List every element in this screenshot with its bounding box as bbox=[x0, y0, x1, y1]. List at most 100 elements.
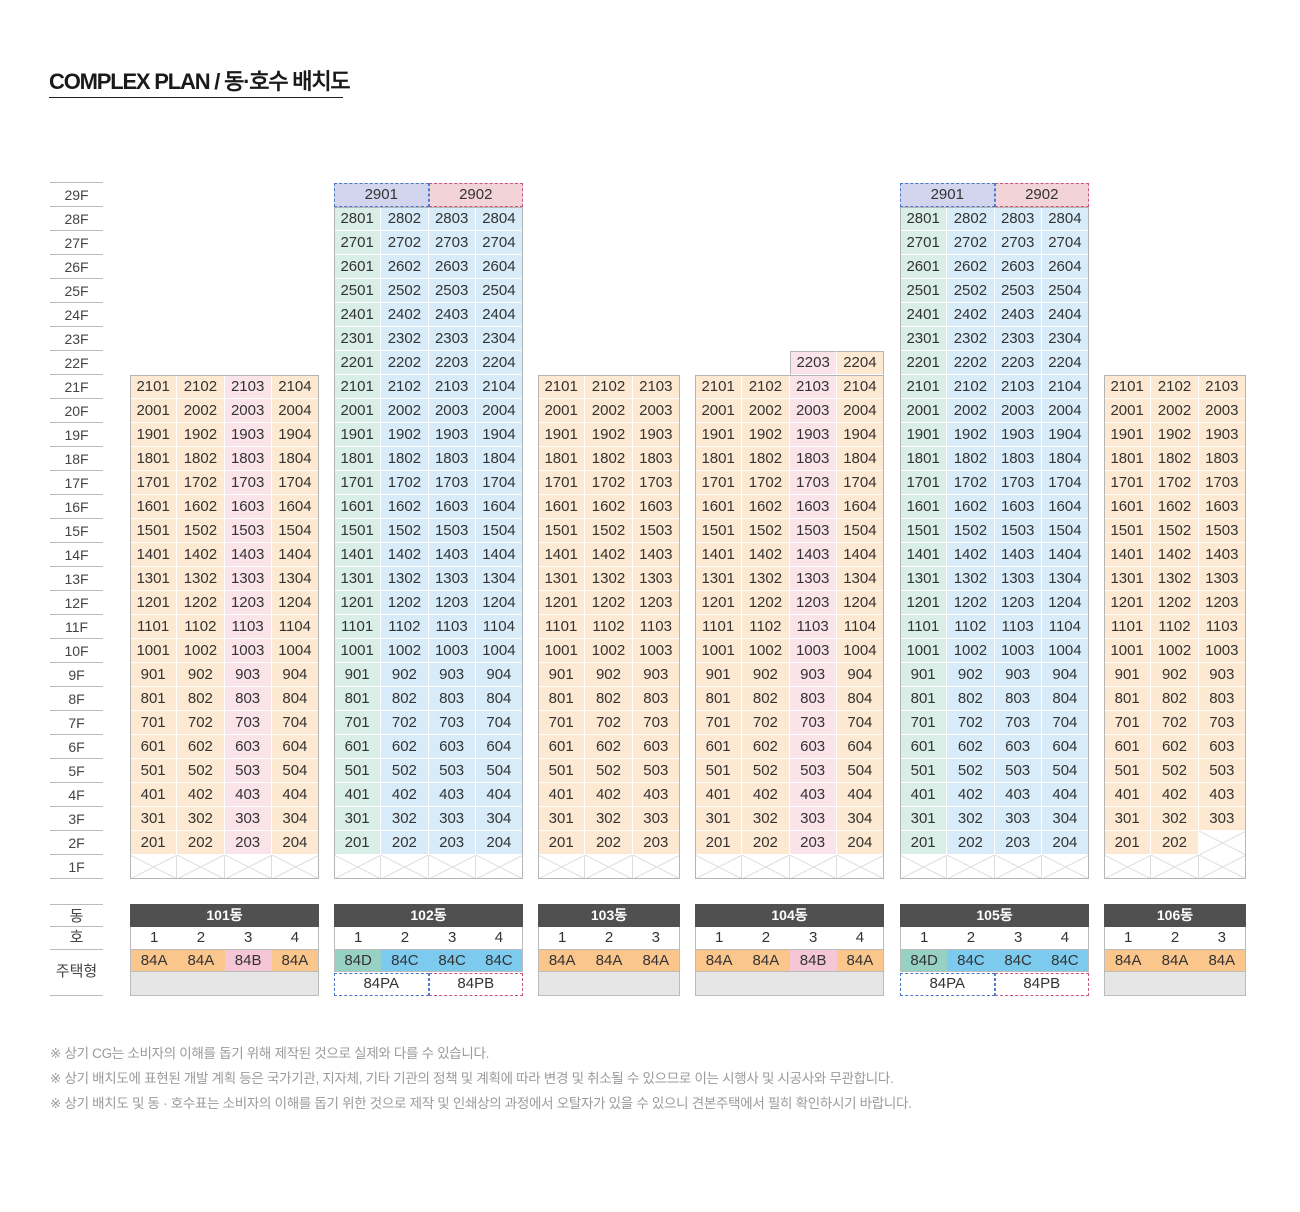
unit-cell[interactable]: 1604 bbox=[475, 495, 523, 519]
unit-cell[interactable]: 1203 bbox=[1198, 591, 1246, 615]
unit-cell[interactable]: 1002 bbox=[177, 639, 225, 663]
unit-cell[interactable]: 2503 bbox=[994, 279, 1042, 303]
unit-cell[interactable]: 1903 bbox=[632, 423, 680, 447]
unit-cell[interactable]: 2303 bbox=[994, 327, 1042, 351]
unit-cell[interactable]: 304 bbox=[836, 807, 884, 831]
unit-cell[interactable]: 1904 bbox=[1041, 423, 1089, 447]
unit-cell[interactable]: 2103 bbox=[1198, 375, 1246, 399]
penthouse-unit[interactable]: 2902 bbox=[428, 183, 523, 207]
unit-cell[interactable]: 903 bbox=[1198, 663, 1246, 687]
unit-cell[interactable]: 1301 bbox=[1104, 567, 1152, 591]
unit-cell[interactable]: 704 bbox=[836, 711, 884, 735]
unit-cell[interactable]: 2801 bbox=[334, 207, 382, 231]
unit-cell[interactable]: 1401 bbox=[334, 543, 382, 567]
unit-cell[interactable]: 1703 bbox=[1198, 471, 1246, 495]
unit-cell[interactable]: 1301 bbox=[900, 567, 948, 591]
unit-cell[interactable]: 1503 bbox=[994, 519, 1042, 543]
unit-cell[interactable]: 502 bbox=[1151, 759, 1199, 783]
unit-cell[interactable]: 1601 bbox=[1104, 495, 1152, 519]
unit-cell[interactable]: 1001 bbox=[1104, 639, 1152, 663]
unit-cell[interactable]: 1704 bbox=[475, 471, 523, 495]
unit-cell[interactable]: 601 bbox=[695, 735, 743, 759]
unit-cell[interactable]: 704 bbox=[475, 711, 523, 735]
unit-cell[interactable]: 2803 bbox=[994, 207, 1042, 231]
unit-cell[interactable]: 701 bbox=[1104, 711, 1152, 735]
unit-cell[interactable]: 1701 bbox=[695, 471, 743, 495]
unit-cell[interactable]: 1202 bbox=[177, 591, 225, 615]
unit-cell[interactable]: 2602 bbox=[381, 255, 429, 279]
unit-cell[interactable]: 1504 bbox=[475, 519, 523, 543]
unit-cell[interactable]: 2104 bbox=[475, 375, 523, 399]
unit-cell[interactable]: 903 bbox=[632, 663, 680, 687]
unit-cell[interactable]: 204 bbox=[1041, 831, 1089, 855]
unit-cell[interactable]: 1302 bbox=[1151, 567, 1199, 591]
unit-cell[interactable]: 2804 bbox=[1041, 207, 1089, 231]
unit-cell[interactable]: 2002 bbox=[947, 399, 995, 423]
unit-cell[interactable]: 1904 bbox=[836, 423, 884, 447]
unit-cell[interactable]: 403 bbox=[428, 783, 476, 807]
unit-cell[interactable]: 702 bbox=[742, 711, 790, 735]
unit-cell[interactable]: 503 bbox=[632, 759, 680, 783]
unit-cell[interactable]: 1104 bbox=[836, 615, 884, 639]
unit-cell[interactable]: 1903 bbox=[428, 423, 476, 447]
unit-cell[interactable]: 702 bbox=[1151, 711, 1199, 735]
unit-cell[interactable]: 1102 bbox=[742, 615, 790, 639]
unit-cell[interactable]: 1401 bbox=[900, 543, 948, 567]
unit-cell[interactable]: 404 bbox=[836, 783, 884, 807]
unit-cell[interactable]: 703 bbox=[994, 711, 1042, 735]
unit-cell[interactable]: 702 bbox=[585, 711, 633, 735]
unit-cell[interactable]: 1101 bbox=[130, 615, 178, 639]
unit-cell[interactable]: 2202 bbox=[381, 351, 429, 375]
unit-cell[interactable]: 2001 bbox=[130, 399, 178, 423]
unit-cell[interactable]: 201 bbox=[538, 831, 586, 855]
unit-cell[interactable]: 2604 bbox=[1041, 255, 1089, 279]
unit-cell[interactable]: 1401 bbox=[1104, 543, 1152, 567]
unit-cell[interactable]: 1603 bbox=[789, 495, 837, 519]
unit-cell[interactable]: 1001 bbox=[900, 639, 948, 663]
unit-cell[interactable]: 1502 bbox=[947, 519, 995, 543]
unit-cell[interactable]: 202 bbox=[381, 831, 429, 855]
unit-cell[interactable]: 1504 bbox=[1041, 519, 1089, 543]
unit-cell[interactable]: 1101 bbox=[1104, 615, 1152, 639]
unit-cell[interactable]: 602 bbox=[742, 735, 790, 759]
unit-cell[interactable]: 1902 bbox=[585, 423, 633, 447]
unit-cell[interactable]: 804 bbox=[271, 687, 319, 711]
unit-cell[interactable]: 201 bbox=[334, 831, 382, 855]
unit-cell[interactable]: 902 bbox=[1151, 663, 1199, 687]
unit-cell[interactable]: 1904 bbox=[271, 423, 319, 447]
unit-cell[interactable]: 302 bbox=[177, 807, 225, 831]
unit-cell[interactable]: 901 bbox=[695, 663, 743, 687]
unit-cell[interactable]: 1401 bbox=[130, 543, 178, 567]
penthouse-unit[interactable]: 2901 bbox=[900, 183, 995, 207]
unit-cell[interactable]: 1701 bbox=[538, 471, 586, 495]
unit-cell[interactable]: 604 bbox=[475, 735, 523, 759]
unit-cell[interactable]: 1203 bbox=[789, 591, 837, 615]
unit-cell[interactable]: 801 bbox=[538, 687, 586, 711]
unit-cell[interactable]: 2102 bbox=[585, 375, 633, 399]
unit-cell[interactable]: 501 bbox=[1104, 759, 1152, 783]
unit-cell[interactable]: 602 bbox=[177, 735, 225, 759]
unit-cell[interactable]: 1201 bbox=[900, 591, 948, 615]
unit-cell[interactable]: 1804 bbox=[836, 447, 884, 471]
unit-cell[interactable]: 904 bbox=[271, 663, 319, 687]
unit-cell[interactable]: 2302 bbox=[381, 327, 429, 351]
unit-cell[interactable]: 2102 bbox=[381, 375, 429, 399]
unit-cell[interactable]: 1303 bbox=[428, 567, 476, 591]
unit-cell[interactable]: 501 bbox=[130, 759, 178, 783]
unit-cell[interactable]: 1803 bbox=[1198, 447, 1246, 471]
unit-cell[interactable]: 903 bbox=[994, 663, 1042, 687]
unit-cell[interactable]: 2003 bbox=[1198, 399, 1246, 423]
unit-cell[interactable]: 1202 bbox=[947, 591, 995, 615]
unit-cell[interactable]: 902 bbox=[177, 663, 225, 687]
unit-cell[interactable]: 2001 bbox=[900, 399, 948, 423]
unit-cell[interactable]: 2001 bbox=[334, 399, 382, 423]
unit-cell[interactable]: 1303 bbox=[789, 567, 837, 591]
unit-cell[interactable]: 301 bbox=[900, 807, 948, 831]
unit-cell[interactable]: 1501 bbox=[1104, 519, 1152, 543]
unit-cell[interactable]: 2002 bbox=[177, 399, 225, 423]
unit-cell[interactable]: 1501 bbox=[130, 519, 178, 543]
unit-cell[interactable]: 504 bbox=[475, 759, 523, 783]
unit-cell[interactable]: 1801 bbox=[130, 447, 178, 471]
unit-cell[interactable]: 601 bbox=[130, 735, 178, 759]
unit-cell[interactable]: 401 bbox=[130, 783, 178, 807]
